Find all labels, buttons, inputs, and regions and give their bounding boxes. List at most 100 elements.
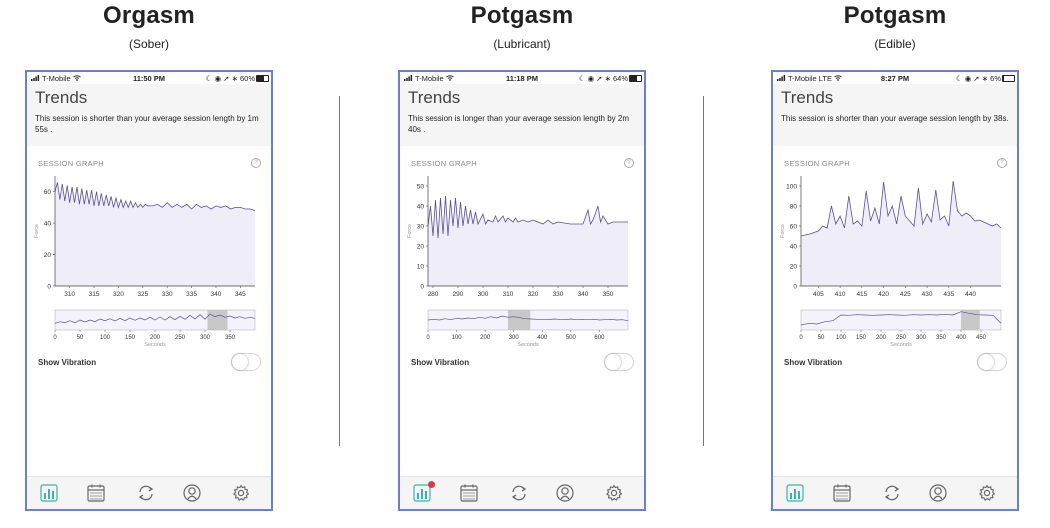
show-vibration-toggle[interactable] — [604, 353, 634, 371]
overview-x-tick-label: 150 — [856, 335, 867, 341]
overview-selection-window — [961, 310, 980, 330]
page-title: Trends — [35, 88, 88, 107]
overview-x-tick-label: 350 — [225, 335, 236, 341]
overview-x-tick-label: 100 — [100, 335, 111, 341]
tab-settings[interactable] — [605, 484, 623, 502]
signal-icon — [777, 75, 786, 81]
phone-screenshot: T-Mobile 11:50 PM ☾ ◉ ➚ ∗ 60% Trends — [25, 70, 273, 511]
notification-badge — [428, 481, 435, 488]
tab-trends[interactable] — [413, 484, 431, 502]
overview-x-tick-label: 100 — [452, 335, 463, 341]
y-tick-label: 0 — [420, 284, 424, 291]
x-tick-label: 405 — [813, 291, 824, 298]
y-axis-label: Force — [780, 224, 786, 238]
y-tick-label: 40 — [417, 204, 425, 211]
session-graph[interactable]: 0 20 40 60 80 100 405 410 415 420 425 430 435 440 Forc… — [777, 170, 1013, 302]
overview-selection-window — [508, 310, 531, 330]
help-icon[interactable]: ? — [251, 158, 261, 168]
toggle-knob[interactable] — [605, 354, 621, 370]
toggle-knob[interactable] — [978, 354, 994, 370]
tab-trends[interactable] — [40, 484, 58, 502]
status-time: 11:18 PM — [505, 74, 539, 83]
tab-calendar[interactable] — [833, 484, 851, 502]
show-vibration-toggle[interactable] — [977, 353, 1007, 371]
status-time: 8:27 PM — [880, 74, 910, 83]
column-divider — [703, 96, 704, 446]
session-comparison-message: This session is longer than your average… — [408, 114, 630, 134]
tab-sync[interactable] — [137, 484, 155, 502]
lock-rotation-icon: ◉ — [964, 74, 972, 83]
tab-calendar[interactable] — [87, 484, 105, 502]
x-tick-label: 290 — [453, 291, 464, 298]
force-area — [55, 182, 255, 286]
signal-icon — [404, 75, 413, 81]
carrier-label: T-Mobile — [414, 74, 444, 83]
carrier-label: T-Mobile LTE — [787, 74, 832, 83]
help-icon[interactable]: ? — [624, 158, 634, 168]
x-tick-label: 340 — [211, 291, 222, 298]
column-title: Potgasm — [843, 2, 947, 29]
overview-x-tick-label: 200 — [876, 335, 887, 341]
session-comparison-message: This session is shorter than your averag… — [781, 114, 1009, 123]
tab-settings[interactable] — [232, 484, 250, 502]
battery-percent: 64% — [612, 74, 628, 83]
overview-x-tick-label: 500 — [566, 335, 577, 341]
tab-trends[interactable] — [786, 484, 804, 502]
tab-sync[interactable] — [883, 484, 901, 502]
tab-profile[interactable] — [929, 484, 947, 502]
column-subtitle: (Lubricant) — [493, 37, 551, 51]
session-graph[interactable]: 0 10 20 30 40 50 280 290 300 310 320 330 340 350 Force — [404, 170, 640, 302]
session-overview-graph[interactable]: 0 50 100 150 200 250 300 350 400 450 Seconds — [777, 306, 1013, 348]
session-graph-label: SESSION GRAPH — [38, 159, 104, 168]
x-tick-label: 430 — [922, 291, 933, 298]
lock-rotation-icon: ◉ — [587, 74, 595, 83]
status-carrier: T-Mobile — [404, 74, 454, 83]
tab-sync[interactable] — [510, 484, 528, 502]
session-overview-graph[interactable]: 0 50 100 150 200 250 300 350 Seconds — [31, 306, 267, 348]
force-series-line — [800, 180, 1002, 237]
y-tick-label: 80 — [790, 204, 798, 211]
session-comparison-message: This session is shorter than your averag… — [35, 114, 259, 134]
tab-profile[interactable] — [556, 484, 574, 502]
tab-settings[interactable] — [978, 484, 996, 502]
x-tick-label: 425 — [900, 291, 911, 298]
tab-profile[interactable] — [183, 484, 201, 502]
x-tick-label: 325 — [137, 291, 148, 298]
session-overview-graph[interactable]: 0 100 200 300 400 500 600 Seconds — [404, 306, 640, 348]
toggle-knob[interactable] — [232, 354, 248, 370]
y-tick-label: 40 — [790, 244, 798, 251]
signal-icon — [31, 75, 40, 81]
moon-icon: ☾ — [205, 74, 213, 83]
moon-icon: ☾ — [578, 74, 586, 83]
y-tick-label: 0 — [793, 284, 797, 291]
x-tick-label: 310 — [64, 291, 75, 298]
tab-bar — [773, 476, 1017, 509]
x-tick-label: 350 — [603, 291, 614, 298]
battery-percent: 6% — [990, 74, 1001, 83]
x-tick-label: 420 — [878, 291, 889, 298]
overview-x-axis-label: Seconds — [517, 342, 539, 348]
status-bar: T-Mobile LTE 8:27 PM ☾ ◉ ➚ ∗ 6% — [773, 72, 1017, 84]
overview-x-tick-label: 100 — [836, 335, 847, 341]
status-bar: T-Mobile 11:50 PM ☾ ◉ ➚ ∗ 60% — [27, 72, 271, 84]
help-icon[interactable]: ? — [997, 158, 1007, 168]
status-bar: T-Mobile 11:18 PM ☾ ◉ ➚ ∗ 64% — [400, 72, 644, 84]
session-graph[interactable]: 0 20 40 60 310 315 320 325 330 335 340 345 Force — [31, 170, 267, 302]
x-tick-label: 410 — [835, 291, 846, 298]
bluetooth-icon: ∗ — [604, 74, 611, 83]
column-subtitle: (Sober) — [128, 37, 169, 51]
location-icon: ➚ — [223, 74, 230, 83]
location-icon: ➚ — [973, 74, 980, 83]
overview-series-line — [800, 311, 1002, 326]
y-axis-label: Force — [407, 224, 413, 238]
show-vibration-toggle[interactable] — [231, 353, 261, 371]
status-time: 11:50 PM — [132, 74, 166, 83]
x-tick-label: 330 — [553, 291, 564, 298]
overview-selection-window — [207, 310, 228, 330]
overview-x-tick-label: 250 — [175, 335, 186, 341]
lock-rotation-icon: ◉ — [214, 74, 222, 83]
tab-calendar[interactable] — [460, 484, 478, 502]
y-tick-label: 20 — [44, 252, 52, 259]
overview-x-tick-label: 0 — [53, 335, 57, 341]
x-tick-label: 335 — [186, 291, 197, 298]
